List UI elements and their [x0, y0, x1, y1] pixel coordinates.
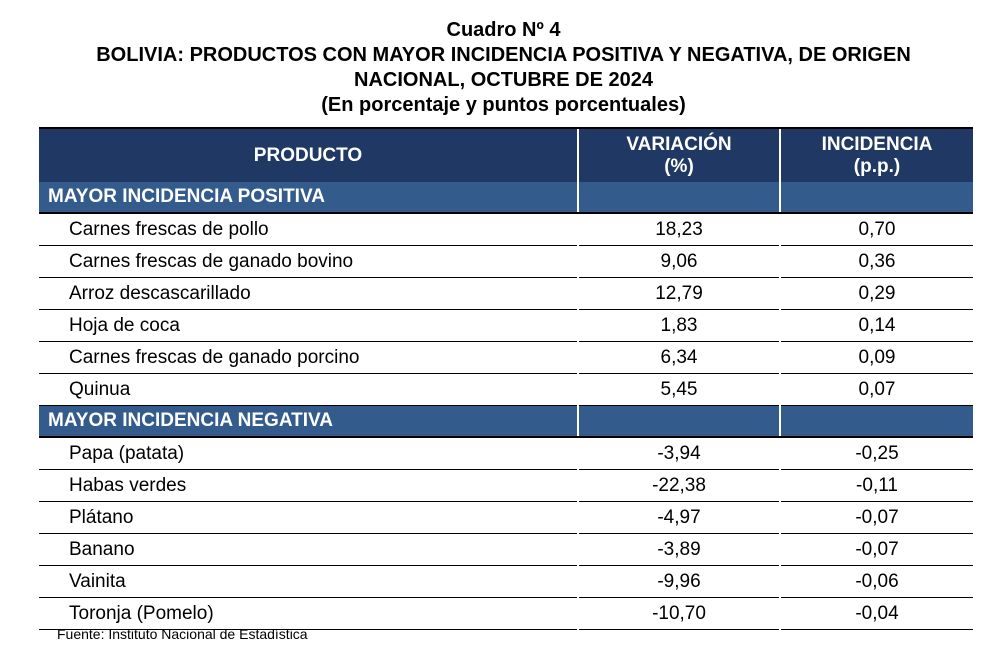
- incidence-cell: -0,07: [779, 533, 973, 566]
- incidence-cell: -0,06: [779, 565, 973, 598]
- table-row: Vainita -9,96 -0,06: [39, 565, 973, 598]
- column-header-incidencia-label: INCIDENCIA: [821, 133, 933, 155]
- table-row: Quinua 5,45 0,07: [39, 373, 973, 406]
- incidence-cell: 0,14: [779, 309, 973, 342]
- variation-cell: 5,45: [577, 373, 780, 406]
- product-cell: Carnes frescas de ganado bovino: [39, 245, 578, 278]
- table-row: Toronja (Pomelo) -10,70 -0,04: [39, 597, 973, 630]
- product-cell: Carnes frescas de ganado porcino: [39, 341, 578, 374]
- variation-cell: 1,83: [577, 309, 780, 342]
- incidence-table: PRODUCTO VARIACIÓN (%) INCIDENCIA (p.p.)…: [39, 127, 973, 630]
- product-cell: Carnes frescas de pollo: [39, 213, 578, 246]
- incidence-cell: -0,04: [779, 597, 973, 630]
- table-row: Habas verdes -22,38 -0,11: [39, 469, 973, 502]
- product-cell: Habas verdes: [39, 469, 578, 502]
- table-row: Plátano -4,97 -0,07: [39, 501, 973, 534]
- table-header-row: PRODUCTO VARIACIÓN (%) INCIDENCIA (p.p.): [39, 127, 973, 182]
- incidence-cell: -0,25: [779, 437, 973, 470]
- variation-cell: -3,89: [577, 533, 780, 566]
- section-label-positive: MAYOR INCIDENCIA POSITIVA: [39, 182, 578, 214]
- column-header-incidencia-unit: (p.p.): [853, 155, 901, 177]
- variation-cell: 9,06: [577, 245, 780, 278]
- table-row: Papa (patata) -3,94 -0,25: [39, 437, 973, 470]
- variation-cell: -9,96: [577, 565, 780, 598]
- section-row-positive: MAYOR INCIDENCIA POSITIVA: [39, 182, 973, 214]
- table-number: Cuadro Nº 4: [446, 19, 561, 41]
- column-header-variacion-label: VARIACIÓN: [626, 133, 732, 155]
- variation-cell: -22,38: [577, 469, 780, 502]
- product-cell: Vainita: [39, 565, 578, 598]
- incidence-cell: 0,70: [779, 213, 973, 246]
- section-cell-empty: [577, 182, 780, 214]
- table-title-block: Cuadro Nº 4 BOLIVIA: PRODUCTOS CON MAYOR…: [0, 18, 1007, 118]
- column-header-producto: PRODUCTO: [39, 127, 578, 182]
- section-label-negative: MAYOR INCIDENCIA NEGATIVA: [39, 405, 578, 438]
- incidence-cell: 0,36: [779, 245, 973, 278]
- section-cell-empty: [779, 182, 973, 214]
- variation-cell: 18,23: [577, 213, 780, 246]
- incidence-cell: -0,07: [779, 501, 973, 534]
- product-cell: Papa (patata): [39, 437, 578, 470]
- source-note: Fuente: Instituto Nacional de Estadístic…: [57, 626, 308, 642]
- incidence-cell: -0,11: [779, 469, 973, 502]
- product-cell: Hoja de coca: [39, 309, 578, 342]
- table-title-line-1: BOLIVIA: PRODUCTOS CON MAYOR INCIDENCIA …: [96, 44, 911, 66]
- variation-cell: -10,70: [577, 597, 780, 630]
- product-cell: Banano: [39, 533, 578, 566]
- product-cell: Arroz descascarillado: [39, 277, 578, 310]
- column-header-producto-label: PRODUCTO: [253, 144, 363, 166]
- table-row: Hoja de coca 1,83 0,14: [39, 309, 973, 342]
- incidence-cell: 0,29: [779, 277, 973, 310]
- variation-cell: -3,94: [577, 437, 780, 470]
- table-title-line-2: NACIONAL, OCTUBRE DE 2024: [354, 69, 653, 91]
- table-row: Carnes frescas de ganado porcino 6,34 0,…: [39, 341, 973, 374]
- incidence-cell: 0,07: [779, 373, 973, 406]
- incidence-cell: 0,09: [779, 341, 973, 374]
- column-header-variacion: VARIACIÓN (%): [577, 127, 780, 182]
- variation-cell: 12,79: [577, 277, 780, 310]
- table-row: Carnes frescas de pollo 18,23 0,70: [39, 213, 973, 246]
- table-subtitle: (En porcentaje y puntos porcentuales): [321, 94, 686, 116]
- section-cell-empty: [779, 405, 973, 438]
- column-header-variacion-unit: (%): [664, 155, 694, 177]
- section-row-negative: MAYOR INCIDENCIA NEGATIVA: [39, 405, 973, 438]
- product-cell: Quinua: [39, 373, 578, 406]
- variation-cell: 6,34: [577, 341, 780, 374]
- product-cell: Plátano: [39, 501, 578, 534]
- table-row: Arroz descascarillado 12,79 0,29: [39, 277, 973, 310]
- column-header-incidencia: INCIDENCIA (p.p.): [779, 127, 973, 182]
- variation-cell: -4,97: [577, 501, 780, 534]
- table-row: Banano -3,89 -0,07: [39, 533, 973, 566]
- table-row: Carnes frescas de ganado bovino 9,06 0,3…: [39, 245, 973, 278]
- product-cell: Toronja (Pomelo): [39, 597, 578, 630]
- section-cell-empty: [577, 405, 780, 438]
